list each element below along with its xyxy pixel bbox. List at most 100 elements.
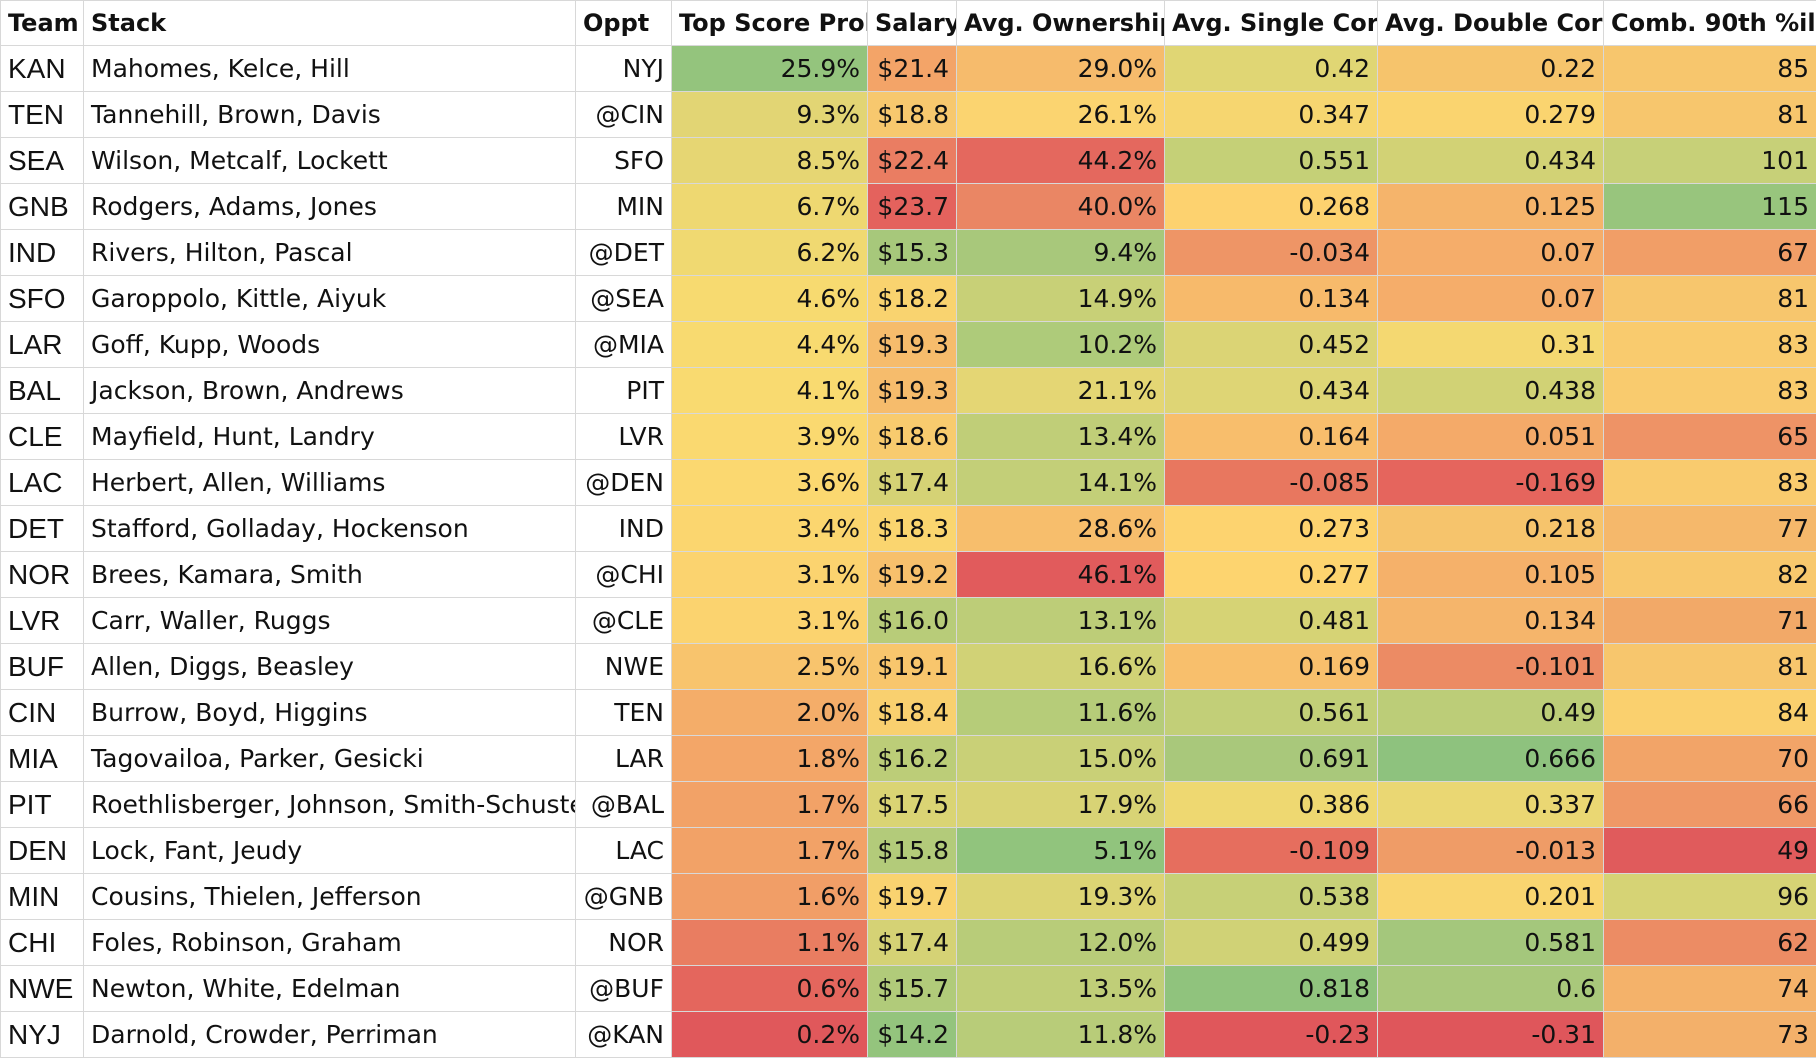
cell-oppt[interactable]: @DET	[576, 230, 672, 276]
cell-avg-double-corr[interactable]: 0.201	[1378, 874, 1604, 920]
cell-comb-90th[interactable]: 73	[1604, 1012, 1816, 1058]
cell-comb-90th[interactable]: 65	[1604, 414, 1816, 460]
cell-team[interactable]: BAL	[1, 368, 84, 414]
cell-comb-90th[interactable]: 84	[1604, 690, 1816, 736]
cell-avg-double-corr[interactable]: 0.125	[1378, 184, 1604, 230]
cell-avg-double-corr[interactable]: 0.051	[1378, 414, 1604, 460]
cell-avg-double-corr[interactable]: 0.49	[1378, 690, 1604, 736]
cell-avg-ownership[interactable]: 11.8%	[957, 1012, 1165, 1058]
cell-avg-double-corr[interactable]: 0.666	[1378, 736, 1604, 782]
cell-avg-ownership[interactable]: 15.0%	[957, 736, 1165, 782]
cell-stack[interactable]: Foles, Robinson, Graham	[84, 920, 576, 966]
cell-top-score-prob[interactable]: 1.8%	[672, 736, 868, 782]
header-comb-90th[interactable]: Comb. 90th %ile	[1604, 1, 1816, 46]
cell-top-score-prob[interactable]: 3.1%	[672, 598, 868, 644]
cell-stack[interactable]: Cousins, Thielen, Jefferson	[84, 874, 576, 920]
cell-avg-ownership[interactable]: 9.4%	[957, 230, 1165, 276]
cell-comb-90th[interactable]: 83	[1604, 460, 1816, 506]
cell-avg-single-corr[interactable]: -0.23	[1165, 1012, 1378, 1058]
cell-team[interactable]: IND	[1, 230, 84, 276]
cell-avg-double-corr[interactable]: -0.101	[1378, 644, 1604, 690]
cell-stack[interactable]: Tannehill, Brown, Davis	[84, 92, 576, 138]
cell-avg-single-corr[interactable]: 0.538	[1165, 874, 1378, 920]
cell-salary[interactable]: $17.5	[868, 782, 957, 828]
cell-comb-90th[interactable]: 74	[1604, 966, 1816, 1012]
cell-avg-single-corr[interactable]: 0.691	[1165, 736, 1378, 782]
cell-avg-double-corr[interactable]: 0.6	[1378, 966, 1604, 1012]
cell-stack[interactable]: Jackson, Brown, Andrews	[84, 368, 576, 414]
cell-top-score-prob[interactable]: 25.9%	[672, 46, 868, 92]
header-avg-double-corr[interactable]: Avg. Double Corr.	[1378, 1, 1604, 46]
cell-top-score-prob[interactable]: 1.6%	[672, 874, 868, 920]
header-stack[interactable]: Stack	[84, 1, 576, 46]
cell-avg-single-corr[interactable]: 0.818	[1165, 966, 1378, 1012]
cell-salary[interactable]: $22.4	[868, 138, 957, 184]
cell-oppt[interactable]: NOR	[576, 920, 672, 966]
cell-team[interactable]: NOR	[1, 552, 84, 598]
cell-stack[interactable]: Lock, Fant, Jeudy	[84, 828, 576, 874]
cell-top-score-prob[interactable]: 1.1%	[672, 920, 868, 966]
cell-avg-ownership[interactable]: 21.1%	[957, 368, 1165, 414]
cell-avg-single-corr[interactable]: 0.169	[1165, 644, 1378, 690]
cell-salary[interactable]: $15.3	[868, 230, 957, 276]
cell-oppt[interactable]: PIT	[576, 368, 672, 414]
cell-salary[interactable]: $17.4	[868, 920, 957, 966]
cell-top-score-prob[interactable]: 4.6%	[672, 276, 868, 322]
cell-oppt[interactable]: @BUF	[576, 966, 672, 1012]
cell-oppt[interactable]: @CIN	[576, 92, 672, 138]
cell-top-score-prob[interactable]: 3.1%	[672, 552, 868, 598]
cell-top-score-prob[interactable]: 8.5%	[672, 138, 868, 184]
cell-team[interactable]: PIT	[1, 782, 84, 828]
cell-salary[interactable]: $14.2	[868, 1012, 957, 1058]
cell-team[interactable]: DEN	[1, 828, 84, 874]
cell-top-score-prob[interactable]: 0.2%	[672, 1012, 868, 1058]
cell-avg-double-corr[interactable]: 0.134	[1378, 598, 1604, 644]
cell-avg-ownership[interactable]: 44.2%	[957, 138, 1165, 184]
cell-salary[interactable]: $19.1	[868, 644, 957, 690]
header-top-score-prob[interactable]: Top Score Prob	[672, 1, 868, 46]
cell-avg-ownership[interactable]: 46.1%	[957, 552, 1165, 598]
cell-stack[interactable]: Goff, Kupp, Woods	[84, 322, 576, 368]
cell-oppt[interactable]: @KAN	[576, 1012, 672, 1058]
cell-avg-double-corr[interactable]: 0.22	[1378, 46, 1604, 92]
cell-avg-ownership[interactable]: 12.0%	[957, 920, 1165, 966]
cell-comb-90th[interactable]: 81	[1604, 92, 1816, 138]
cell-stack[interactable]: Wilson, Metcalf, Lockett	[84, 138, 576, 184]
cell-top-score-prob[interactable]: 1.7%	[672, 782, 868, 828]
cell-team[interactable]: SFO	[1, 276, 84, 322]
cell-avg-single-corr[interactable]: 0.561	[1165, 690, 1378, 736]
cell-team[interactable]: CLE	[1, 414, 84, 460]
cell-avg-single-corr[interactable]: 0.481	[1165, 598, 1378, 644]
cell-salary[interactable]: $19.3	[868, 322, 957, 368]
cell-stack[interactable]: Burrow, Boyd, Higgins	[84, 690, 576, 736]
cell-avg-single-corr[interactable]: -0.109	[1165, 828, 1378, 874]
header-avg-ownership[interactable]: Avg. Ownership	[957, 1, 1165, 46]
cell-salary[interactable]: $18.6	[868, 414, 957, 460]
cell-comb-90th[interactable]: 115	[1604, 184, 1816, 230]
cell-avg-ownership[interactable]: 19.3%	[957, 874, 1165, 920]
header-salary[interactable]: Salary	[868, 1, 957, 46]
cell-stack[interactable]: Garoppolo, Kittle, Aiyuk	[84, 276, 576, 322]
cell-top-score-prob[interactable]: 9.3%	[672, 92, 868, 138]
cell-stack[interactable]: Roethlisberger, Johnson, Smith-Schuster	[84, 782, 576, 828]
cell-avg-single-corr[interactable]: 0.134	[1165, 276, 1378, 322]
cell-oppt[interactable]: MIN	[576, 184, 672, 230]
cell-top-score-prob[interactable]: 1.7%	[672, 828, 868, 874]
cell-avg-single-corr[interactable]: 0.347	[1165, 92, 1378, 138]
cell-oppt[interactable]: @MIA	[576, 322, 672, 368]
cell-oppt[interactable]: @BAL	[576, 782, 672, 828]
cell-comb-90th[interactable]: 83	[1604, 368, 1816, 414]
cell-stack[interactable]: Tagovailoa, Parker, Gesicki	[84, 736, 576, 782]
cell-avg-double-corr[interactable]: 0.105	[1378, 552, 1604, 598]
cell-salary[interactable]: $19.2	[868, 552, 957, 598]
cell-comb-90th[interactable]: 71	[1604, 598, 1816, 644]
cell-salary[interactable]: $18.3	[868, 506, 957, 552]
cell-team[interactable]: NWE	[1, 966, 84, 1012]
cell-avg-ownership[interactable]: 28.6%	[957, 506, 1165, 552]
cell-comb-90th[interactable]: 96	[1604, 874, 1816, 920]
cell-top-score-prob[interactable]: 0.6%	[672, 966, 868, 1012]
cell-avg-ownership[interactable]: 11.6%	[957, 690, 1165, 736]
cell-salary[interactable]: $18.8	[868, 92, 957, 138]
cell-comb-90th[interactable]: 77	[1604, 506, 1816, 552]
cell-comb-90th[interactable]: 82	[1604, 552, 1816, 598]
